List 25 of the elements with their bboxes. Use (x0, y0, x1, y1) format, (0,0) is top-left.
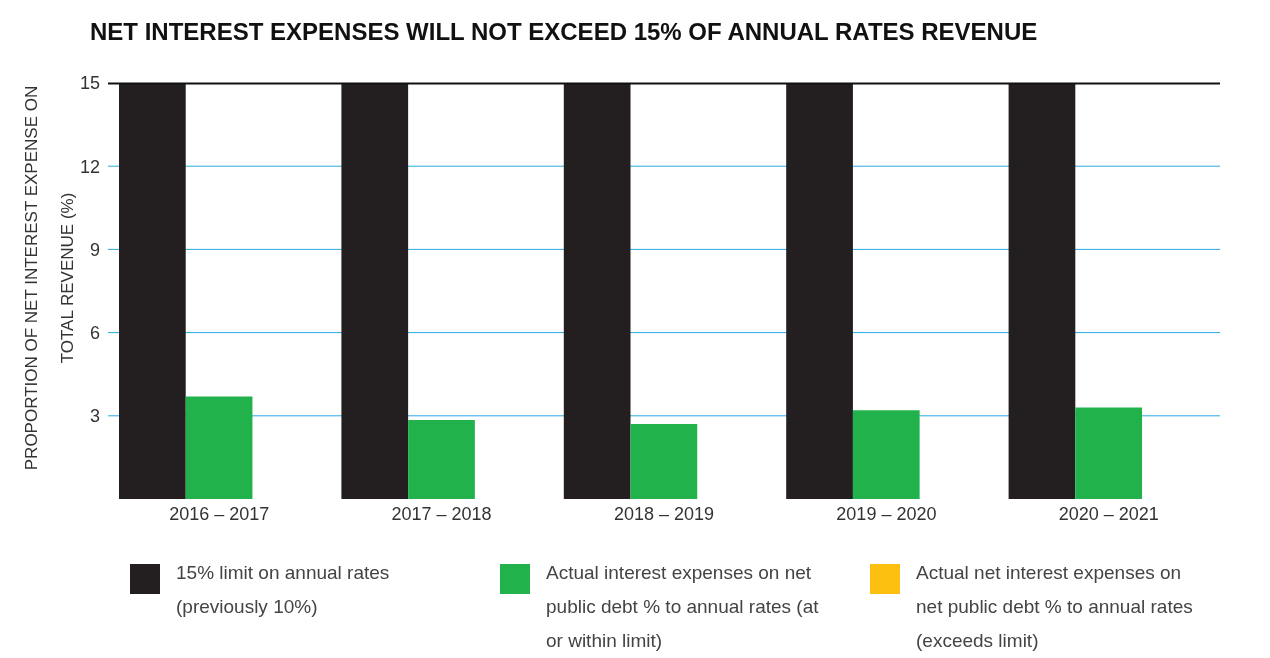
bar (563, 83, 631, 499)
bar (408, 419, 475, 499)
y-tick-label: 3 (89, 406, 100, 427)
x-tick-label: 2019 – 2020 (836, 503, 937, 524)
x-tick-label: 2016 – 2017 (169, 503, 270, 524)
chart-title: NET INTEREST EXPENSES WILL NOT EXCEED 15% OF ANNUAL RATES REVENUE (90, 18, 1038, 46)
bar (630, 424, 698, 499)
legend-label: 15% limit on annual rates (previously 10%) (176, 561, 391, 619)
y-tick-label: 15 (79, 73, 100, 94)
bar (341, 83, 409, 499)
legend-label: Actual interest expenses on net public debt % to annual rates (at or within limit) (546, 561, 820, 653)
legend-label: Actual net interest expenses on net public debt % to annual rates (exceeds limit) (916, 561, 1194, 653)
bar (185, 396, 253, 499)
x-tick-label: 2018 – 2019 (613, 503, 715, 524)
y-tick-label: 9 (89, 239, 100, 260)
y-tick-label: 12 (79, 156, 100, 177)
bar (786, 83, 853, 499)
x-tick-label: 2017 – 2018 (391, 503, 492, 524)
y-tick-label: 6 (89, 322, 100, 343)
y-axis-title: PROPORTION OF NET INTEREST EXPENSE ON TOTAL REVENUE (%) (22, 85, 77, 471)
bar (852, 410, 920, 499)
bar (1008, 83, 1076, 499)
bar (1075, 407, 1143, 499)
bar (119, 83, 186, 499)
x-tick-label: 2020 – 2021 (1058, 503, 1159, 524)
